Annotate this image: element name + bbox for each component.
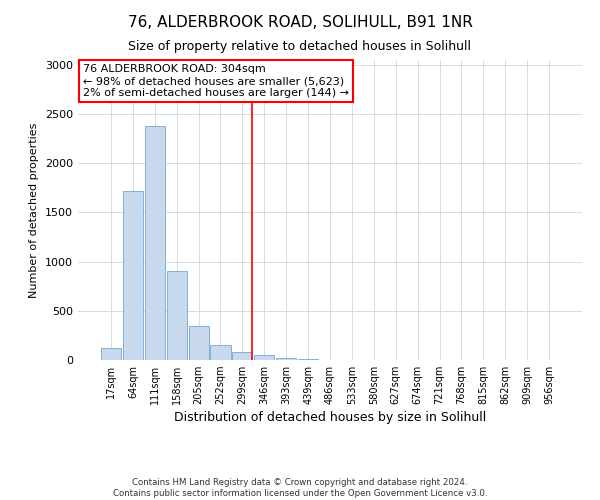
Text: 76, ALDERBROOK ROAD, SOLIHULL, B91 1NR: 76, ALDERBROOK ROAD, SOLIHULL, B91 1NR — [128, 15, 472, 30]
Bar — [276, 358, 296, 360]
Text: 76 ALDERBROOK ROAD: 304sqm
← 98% of detached houses are smaller (5,623)
2% of se: 76 ALDERBROOK ROAD: 304sqm ← 98% of deta… — [83, 64, 349, 98]
Y-axis label: Number of detached properties: Number of detached properties — [29, 122, 40, 298]
Bar — [211, 345, 230, 360]
Bar — [254, 354, 274, 360]
Bar — [298, 359, 318, 360]
Bar — [232, 352, 253, 360]
Bar — [145, 126, 165, 360]
Text: Contains HM Land Registry data © Crown copyright and database right 2024.
Contai: Contains HM Land Registry data © Crown c… — [113, 478, 487, 498]
Bar — [167, 272, 187, 360]
Bar — [123, 191, 143, 360]
Bar — [101, 348, 121, 360]
Text: Size of property relative to detached houses in Solihull: Size of property relative to detached ho… — [128, 40, 472, 53]
X-axis label: Distribution of detached houses by size in Solihull: Distribution of detached houses by size … — [174, 412, 486, 424]
Bar — [188, 326, 209, 360]
